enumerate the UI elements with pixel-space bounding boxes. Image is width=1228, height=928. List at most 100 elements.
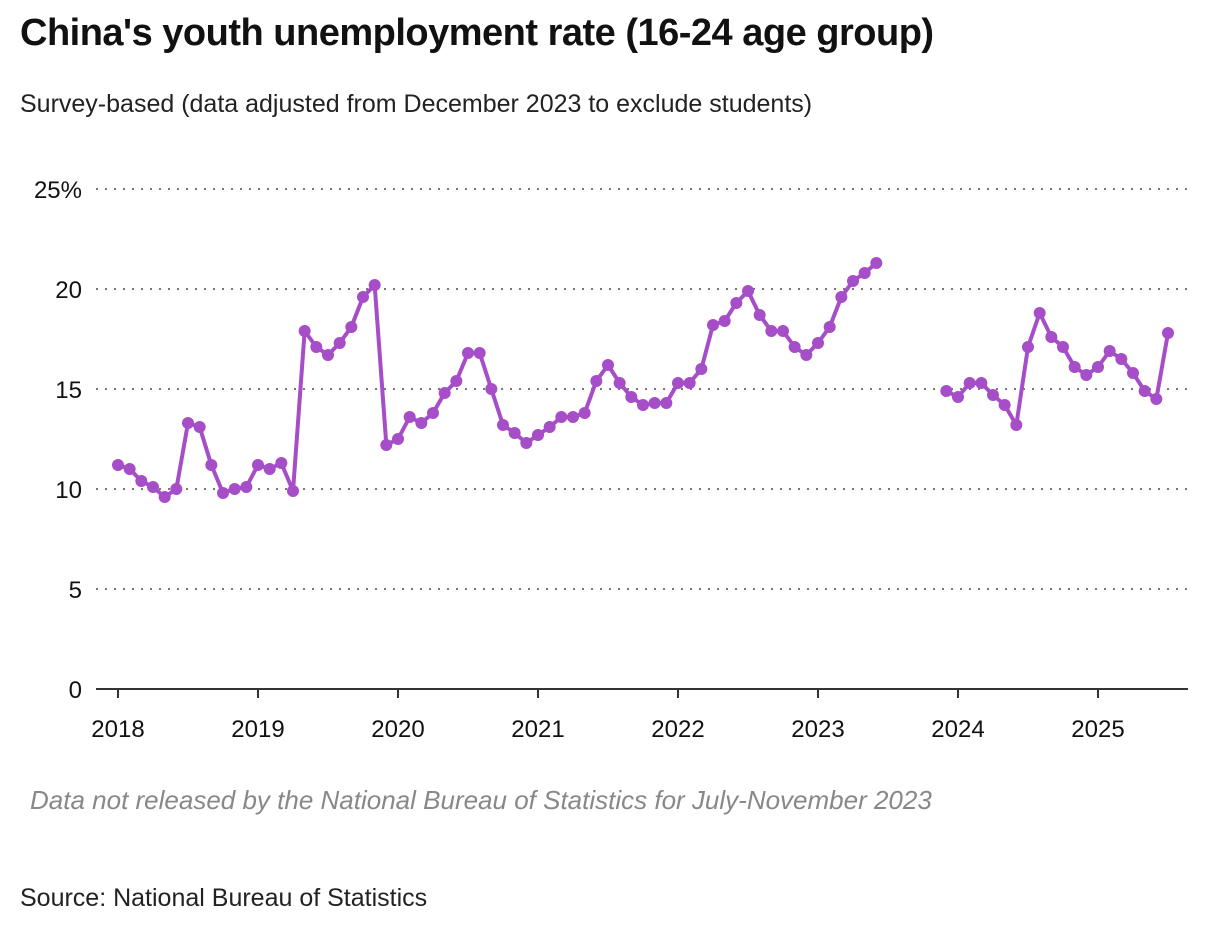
- data-point: [473, 347, 486, 359]
- data-point: [1022, 341, 1034, 353]
- data-point: [462, 347, 474, 359]
- x-tick-label: 2024: [931, 716, 984, 743]
- data-point: [963, 377, 976, 389]
- data-point: [590, 375, 603, 387]
- data-point: [508, 427, 521, 439]
- data-point: [555, 411, 568, 423]
- data-point: [812, 337, 824, 349]
- data-point: [310, 341, 323, 353]
- data-point: [695, 363, 708, 375]
- data-point: [147, 481, 159, 493]
- data-point: [1127, 367, 1139, 379]
- data-point: [847, 275, 859, 287]
- data-point: [415, 417, 428, 429]
- data-point: [322, 349, 334, 361]
- data-point: [1103, 345, 1116, 357]
- data-point: [1115, 353, 1128, 365]
- data-point: [252, 459, 264, 471]
- x-tick-label: 2020: [371, 716, 424, 743]
- data-point: [193, 421, 206, 433]
- data-point: [765, 325, 778, 337]
- y-tick-label: 0: [69, 677, 82, 704]
- chart-note: Data not released by the National Bureau…: [30, 785, 932, 815]
- data-point: [357, 291, 369, 303]
- data-point: [158, 491, 171, 503]
- x-tick-label: 2023: [791, 716, 844, 743]
- y-tick-label: 10: [55, 477, 82, 504]
- x-tick-label: 2019: [231, 716, 284, 743]
- data-point: [1033, 307, 1046, 319]
- data-point: [753, 309, 766, 321]
- data-point: [217, 487, 229, 499]
- y-tick-label: 5: [69, 577, 82, 604]
- x-tick-label: 2022: [651, 716, 704, 743]
- data-point: [240, 481, 253, 493]
- data-point: [613, 377, 626, 389]
- data-point: [1045, 331, 1058, 343]
- data-point: [123, 463, 136, 475]
- data-point: [602, 359, 614, 371]
- data-point: [998, 399, 1011, 411]
- data-point: [800, 349, 813, 361]
- data-point: [870, 257, 883, 269]
- data-point: [170, 483, 183, 495]
- data-point: [637, 399, 649, 411]
- data-point: [987, 389, 999, 401]
- y-tick-label: 15: [55, 377, 82, 404]
- data-point: [380, 439, 393, 451]
- data-point: [777, 325, 789, 337]
- data-point: [1068, 361, 1081, 373]
- data-point: [625, 391, 638, 403]
- data-point: [1057, 341, 1069, 353]
- data-point: [730, 297, 743, 309]
- data-point: [672, 377, 684, 389]
- data-point: [683, 377, 696, 389]
- data-point: [788, 341, 801, 353]
- data-point: [660, 397, 673, 409]
- data-point: [520, 437, 533, 449]
- data-point: [1080, 369, 1093, 381]
- data-point: [707, 319, 719, 331]
- data-point: [345, 321, 358, 333]
- data-point: [263, 463, 276, 475]
- data-point: [648, 397, 661, 409]
- data-point: [368, 279, 381, 291]
- data-point: [567, 411, 579, 423]
- data-point: [287, 485, 299, 497]
- data-point: [485, 383, 498, 395]
- x-tick-label: 2025: [1071, 716, 1124, 743]
- data-point: [438, 387, 451, 399]
- data-point: [205, 459, 218, 471]
- data-point: [835, 291, 848, 303]
- data-point: [333, 337, 346, 349]
- data-point: [182, 417, 194, 429]
- chart-subtitle: Survey-based (data adjusted from Decembe…: [20, 90, 813, 118]
- data-point: [578, 407, 591, 419]
- data-point: [940, 385, 953, 397]
- x-tick-label: 2018: [91, 716, 144, 743]
- data-point: [298, 325, 311, 337]
- data-point: [975, 377, 988, 389]
- data-point: [952, 391, 964, 403]
- data-point: [543, 421, 556, 433]
- data-point: [450, 375, 463, 387]
- series-line: [117, 261, 878, 499]
- y-tick-label: 20: [55, 277, 82, 304]
- data-point: [742, 285, 754, 297]
- data-point: [228, 483, 241, 495]
- y-tick-label: 25%: [34, 177, 82, 204]
- data-point: [1162, 327, 1174, 339]
- data-point: [823, 321, 836, 333]
- data-point: [135, 475, 148, 487]
- data-point: [392, 433, 404, 445]
- data-point: [1150, 393, 1163, 405]
- data-point: [497, 419, 509, 431]
- data-point: [275, 457, 288, 469]
- data-point: [403, 411, 416, 423]
- data-point: [1010, 419, 1023, 431]
- x-tick-label: 2021: [511, 716, 564, 743]
- data-point: [427, 407, 439, 419]
- data-point: [112, 459, 124, 471]
- data-point: [718, 315, 731, 327]
